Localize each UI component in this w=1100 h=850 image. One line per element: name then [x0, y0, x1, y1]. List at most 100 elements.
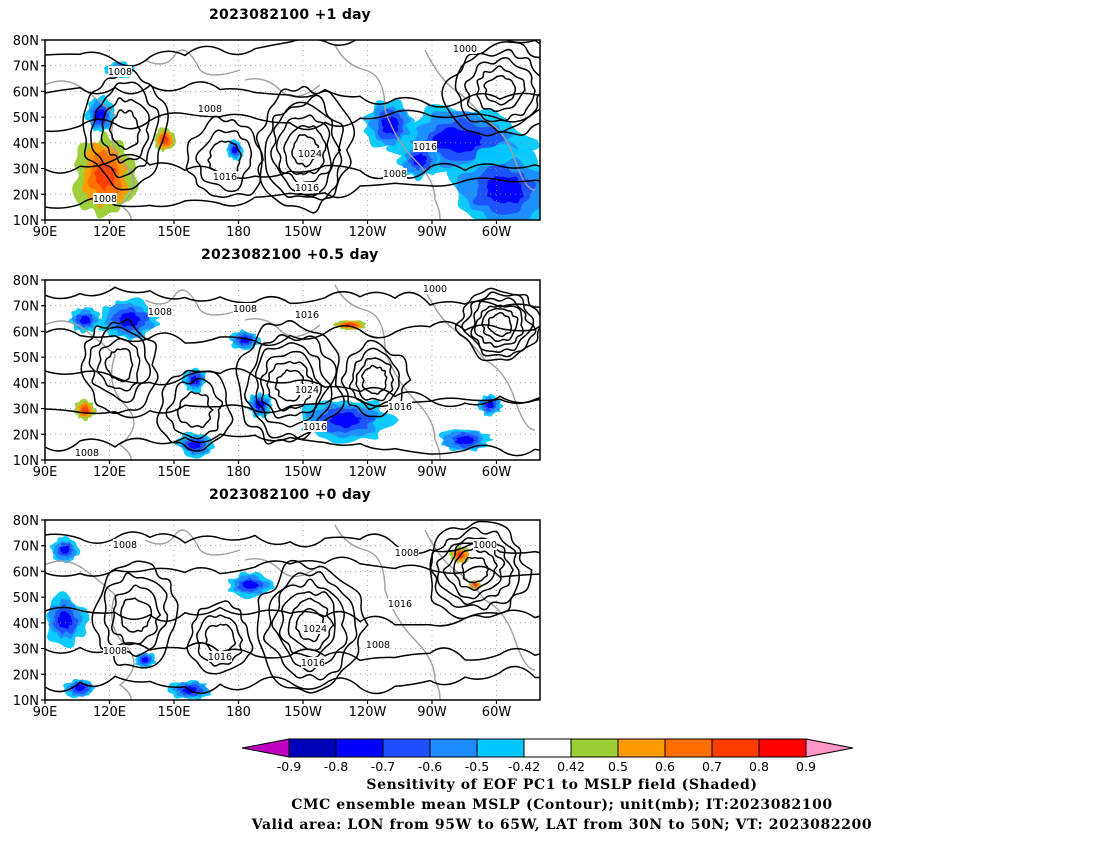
coastline-segment	[144, 529, 241, 556]
isobar	[259, 350, 322, 419]
isobar	[88, 326, 152, 404]
longitude-tick-label: 120E	[93, 465, 126, 480]
caption-valid-area: Valid area: LON from 95W to 65W, LAT fro…	[251, 817, 873, 833]
contour-label: 1000	[453, 44, 477, 55]
contour-label: 1008	[108, 67, 132, 78]
map-frame	[44, 279, 541, 461]
longitude-tick-label: 180	[226, 225, 251, 240]
map-panel-plus05day: 1000 1008 1008 1016 1024 1016 1016 1008 80N 70N 60…	[13, 274, 541, 480]
shading-patch	[95, 109, 106, 122]
contour-label: 1000	[423, 284, 447, 295]
colorbar-segment	[664, 738, 713, 758]
shading-patch	[412, 153, 427, 167]
isobar	[45, 320, 540, 347]
colorbar-segment	[617, 738, 666, 758]
contour-label: 1024	[295, 385, 319, 396]
isobar	[45, 367, 540, 408]
latitude-tick-label: 80N	[13, 34, 39, 49]
colorbar-arrow-left	[241, 738, 290, 758]
colorbar-tick-label: -0.9	[277, 759, 301, 774]
isobar	[271, 578, 348, 673]
contour-labels: 1000 1008 1008 1008 1024 1016 1016 1016 1008	[93, 43, 477, 205]
latitude-tick-label: 50N	[13, 111, 39, 126]
shading-patch	[381, 116, 399, 134]
colorbar-tick-label: -0.42	[508, 759, 540, 774]
colorbar-segment	[382, 738, 431, 758]
map-panels: 1000 1008 1008 1008 1024 1016 1016 1016 1008 80N 7…	[13, 34, 541, 720]
isobar	[45, 286, 540, 308]
contour-label: 1008	[75, 448, 99, 459]
colorbar-tick-label: -0.7	[371, 759, 395, 774]
isobar	[185, 115, 264, 198]
longitude-tick-label: 120E	[93, 225, 126, 240]
isobar	[287, 597, 335, 651]
latitude-tick-label: 30N	[13, 163, 39, 178]
isobar	[45, 665, 540, 695]
shading-patch	[486, 175, 524, 204]
latitude-tick-label: 20N	[13, 668, 39, 683]
longitude-tick-label: 180	[226, 705, 251, 720]
isobar	[441, 41, 540, 137]
contour-labels: 1008 1008 1000 1016 1024 1008 1016 1016 1008	[103, 539, 497, 669]
shading-patch	[141, 657, 148, 663]
caption-shaded: Sensitivity of EOF PC1 to MSLP field (Sh…	[366, 777, 758, 793]
longitude-tick-label: 150E	[157, 465, 190, 480]
map-panel-plus1day: 1000 1008 1008 1008 1024 1016 1016 1016 1008 80N 7…	[13, 34, 541, 240]
isobar	[275, 114, 332, 185]
contour-label: 1016	[413, 142, 437, 153]
longitude-tick-label: 180	[226, 465, 251, 480]
colorbar-segment	[476, 738, 525, 758]
isobar	[108, 109, 142, 151]
isobar	[283, 125, 327, 175]
contour-label: 1008	[233, 304, 257, 315]
isobar	[454, 48, 540, 133]
isobar	[186, 600, 254, 675]
shading-patch	[118, 312, 142, 327]
isobar	[45, 642, 540, 662]
caption-contour: CMC ensemble mean MSLP (Contour); unit(m…	[291, 797, 833, 813]
contour-label: 1016	[301, 658, 325, 669]
contour-label: 1008	[395, 548, 419, 559]
graticule	[45, 520, 540, 700]
latitude-tick-label: 50N	[13, 591, 39, 606]
mslp-contours	[45, 520, 540, 695]
latitude-tick-label: 40N	[13, 377, 39, 392]
isobar	[263, 571, 358, 681]
coastline-segment	[244, 318, 321, 338]
contour-label: 1008	[113, 540, 137, 551]
latitude-tick-label: 20N	[13, 188, 39, 203]
isobar	[45, 40, 540, 67]
longitude-tick-label: 90E	[33, 465, 58, 480]
latitude-tick-label: 40N	[13, 617, 39, 632]
colorbar-segment	[711, 738, 760, 758]
latitude-tick-label: 60N	[13, 325, 39, 340]
isobar	[80, 318, 159, 414]
latitude-tick-label: 70N	[13, 300, 39, 315]
shading-patch	[81, 406, 89, 413]
colorbar-tick-label: 0.9	[796, 759, 816, 774]
isobar	[270, 101, 342, 197]
latitude-tick-label: 70N	[13, 540, 39, 555]
isobar	[45, 153, 540, 180]
isobar	[90, 81, 160, 179]
isobar	[45, 556, 540, 578]
isobar	[453, 548, 498, 592]
contour-label: 1016	[208, 652, 232, 663]
latitude-tick-label: 10N	[13, 694, 39, 709]
latitude-tick-label: 80N	[13, 274, 39, 289]
isobar	[355, 357, 395, 402]
longitude-tick-label: 90W	[417, 705, 447, 720]
shading-patch	[432, 127, 483, 154]
colorbar-tick-label: 0.6	[655, 759, 675, 774]
longitude-tick-label: 60W	[482, 465, 512, 480]
isobar	[256, 559, 369, 694]
colorbar-tick-label: 0.7	[702, 759, 722, 774]
isobar	[461, 556, 489, 584]
colorbar-tick-label: 0.8	[749, 759, 769, 774]
contour-label: 1016	[388, 402, 412, 413]
longitude-tick-label: 150E	[157, 225, 190, 240]
latitude-tick-label: 40N	[13, 137, 39, 152]
longitude-tick-label: 90E	[33, 705, 58, 720]
colorbar-segment	[335, 738, 384, 758]
